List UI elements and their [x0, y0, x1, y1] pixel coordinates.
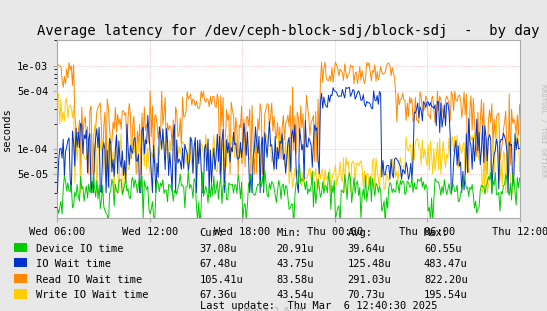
- Text: 43.75u: 43.75u: [276, 259, 314, 269]
- Text: Read IO Wait time: Read IO Wait time: [36, 275, 142, 285]
- Text: 67.36u: 67.36u: [200, 290, 237, 300]
- Text: 67.48u: 67.48u: [200, 259, 237, 269]
- Title: Average latency for /dev/ceph-block-sdj/block-sdj  -  by day: Average latency for /dev/ceph-block-sdj/…: [37, 24, 540, 38]
- Text: 105.41u: 105.41u: [200, 275, 243, 285]
- Text: 20.91u: 20.91u: [276, 244, 314, 254]
- Text: RRDTOOL / TOBI OETIKER: RRDTOOL / TOBI OETIKER: [540, 84, 546, 177]
- Text: 43.54u: 43.54u: [276, 290, 314, 300]
- Text: Max:: Max:: [424, 228, 449, 238]
- Text: 483.47u: 483.47u: [424, 259, 468, 269]
- Text: IO Wait time: IO Wait time: [36, 259, 110, 269]
- Text: Cur:: Cur:: [200, 228, 225, 238]
- Text: Min:: Min:: [276, 228, 301, 238]
- Text: 60.55u: 60.55u: [424, 244, 462, 254]
- Text: Write IO Wait time: Write IO Wait time: [36, 290, 148, 300]
- Y-axis label: seconds: seconds: [2, 107, 11, 151]
- Text: 39.64u: 39.64u: [347, 244, 385, 254]
- Text: 822.20u: 822.20u: [424, 275, 468, 285]
- Text: 291.03u: 291.03u: [347, 275, 391, 285]
- Text: 70.73u: 70.73u: [347, 290, 385, 300]
- Text: Device IO time: Device IO time: [36, 244, 123, 254]
- Text: Munin 2.0.75: Munin 2.0.75: [243, 307, 304, 311]
- Text: 83.58u: 83.58u: [276, 275, 314, 285]
- Text: 195.54u: 195.54u: [424, 290, 468, 300]
- Text: Avg:: Avg:: [347, 228, 373, 238]
- Text: 125.48u: 125.48u: [347, 259, 391, 269]
- Text: 37.08u: 37.08u: [200, 244, 237, 254]
- Text: Last update:  Thu Mar  6 12:40:30 2025: Last update: Thu Mar 6 12:40:30 2025: [200, 301, 437, 311]
